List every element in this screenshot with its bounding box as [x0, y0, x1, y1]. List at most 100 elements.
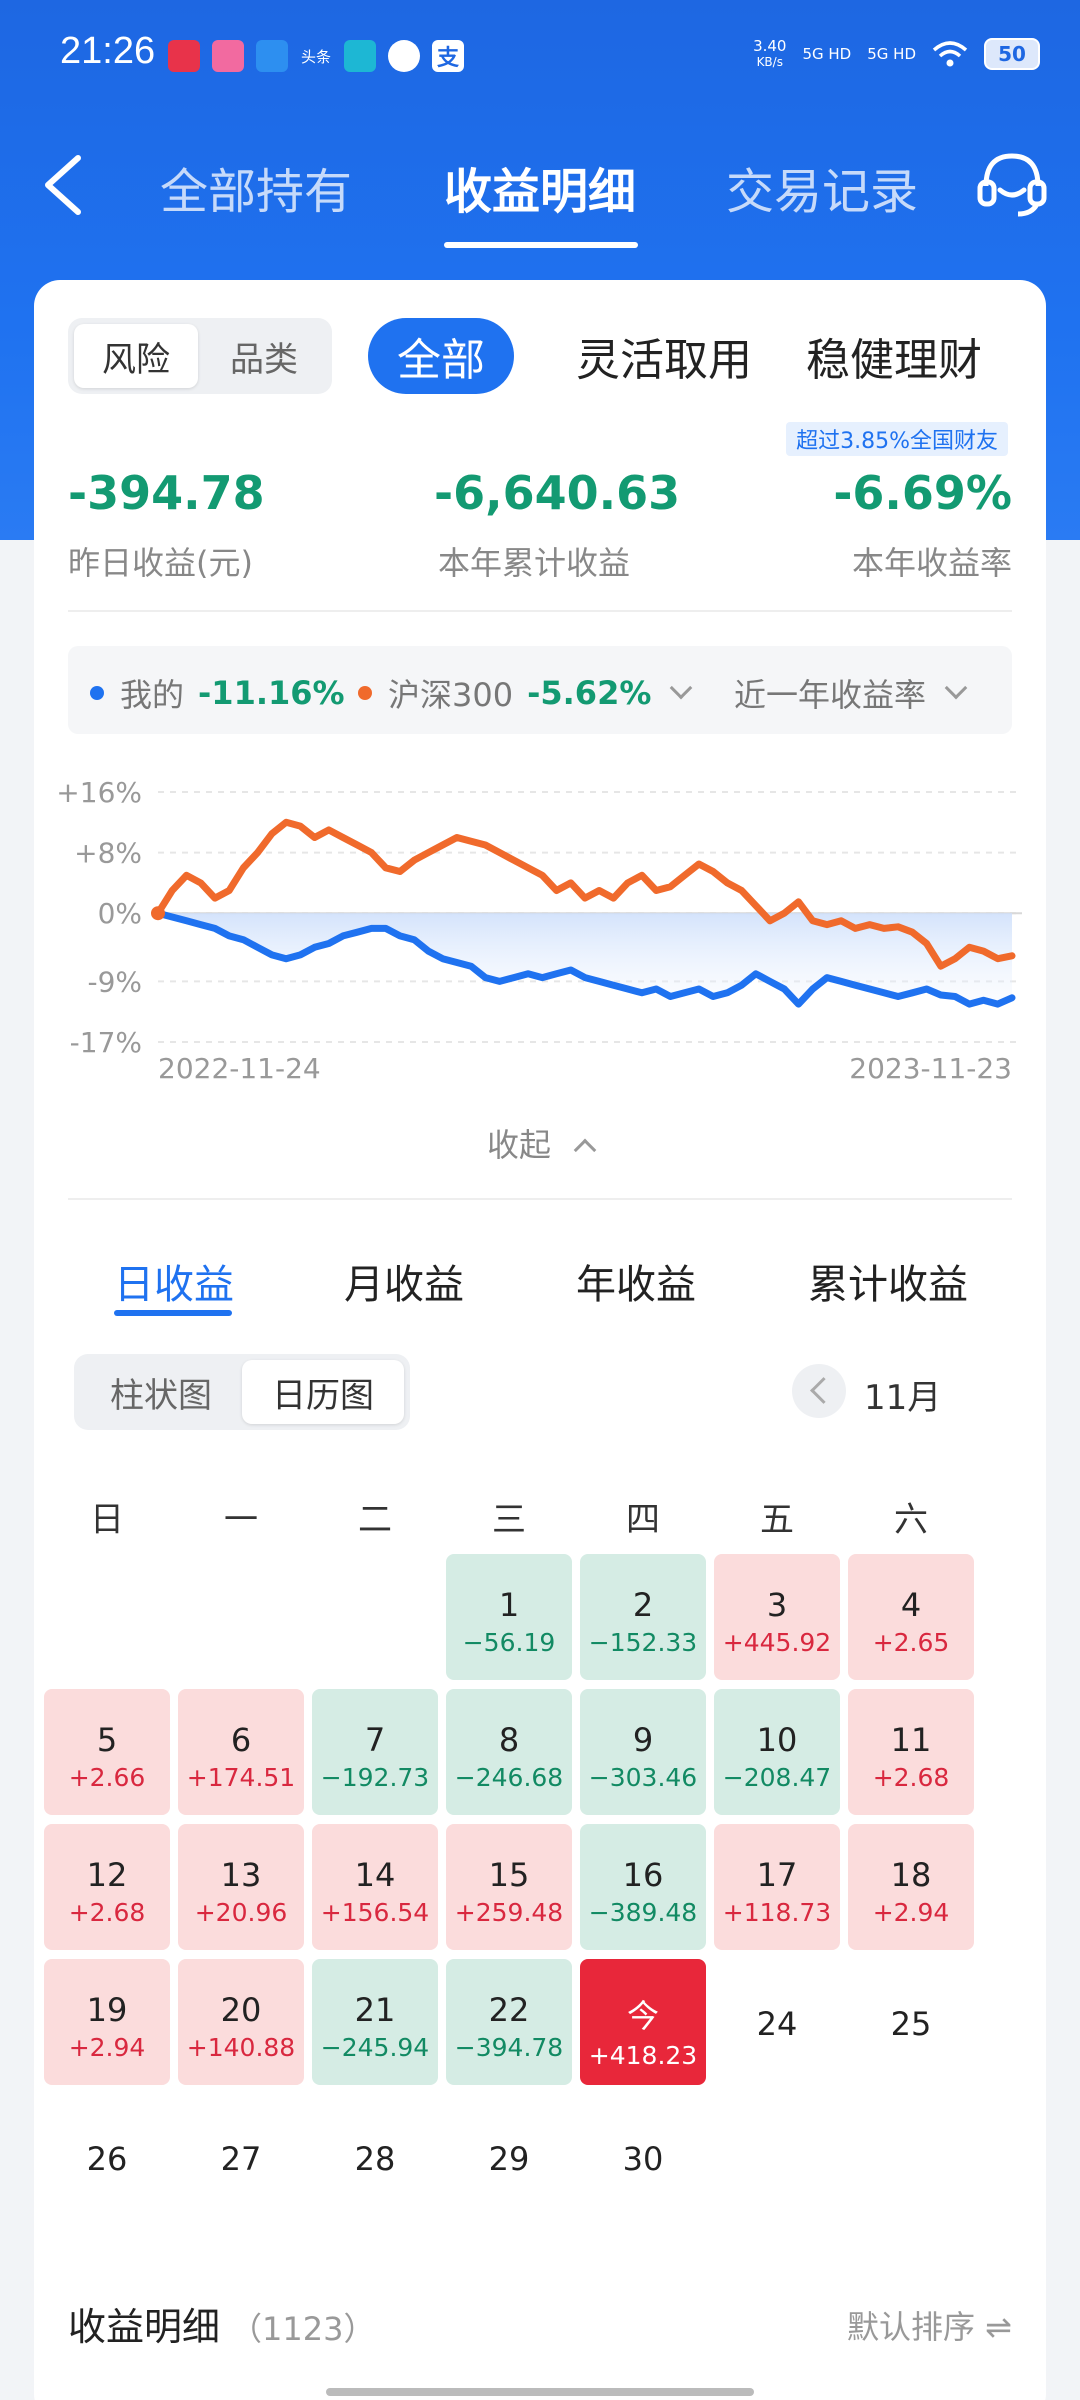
yesterday-earnings-value: -394.78	[68, 466, 265, 520]
calendar-day[interactable]: 12 +2.68	[44, 1824, 170, 1950]
prev-month-button[interactable]	[792, 1364, 846, 1418]
legend-index-selector[interactable]: 沪深300 -5.62%	[358, 670, 693, 716]
calendar-day[interactable]: 2 −152.33	[580, 1554, 706, 1680]
calendar-day[interactable]: 17 +118.73	[714, 1824, 840, 1950]
calendar-day[interactable]: 29	[446, 2094, 572, 2220]
seg-category[interactable]: 品类	[230, 339, 298, 380]
calendar-day-today[interactable]: 今 +418.23	[580, 1959, 706, 2085]
calendar-day[interactable]: 10 −208.47	[714, 1689, 840, 1815]
collapse-toggle[interactable]: 收起	[34, 1120, 1046, 1166]
calendar-day[interactable]: 19 +2.94	[44, 1959, 170, 2085]
filter-steady[interactable]: 稳健理财	[806, 335, 982, 386]
weekday-label: 二	[358, 1500, 392, 1540]
calendar-day[interactable]: 14 +156.54	[312, 1824, 438, 1950]
signal-1: 5G HD	[802, 45, 852, 63]
x-end-label: 2023-11-23	[849, 1052, 1012, 1085]
seg-risk[interactable]: 风险	[74, 324, 198, 388]
calendar-day-number: 11	[890, 1721, 932, 1759]
calendar-day[interactable]: 20 +140.88	[178, 1959, 304, 2085]
calendar-day[interactable]: 15 +259.48	[446, 1824, 572, 1950]
calendar-day[interactable]: 8 −246.68	[446, 1689, 572, 1815]
calendar-day-number: 25	[890, 2005, 932, 2043]
tab-earnings-detail[interactable]: 收益明细	[444, 164, 637, 220]
legend-dot-mine	[90, 686, 104, 700]
calendar-day[interactable]: 7 −192.73	[312, 1689, 438, 1815]
calendar-day[interactable]: 16 −389.48	[580, 1824, 706, 1950]
detail-count: （1123）	[230, 2310, 376, 2348]
calendar-day-number: 3	[766, 1586, 788, 1624]
chevron-down-icon	[944, 676, 968, 700]
calendar-day[interactable]: 25	[848, 1959, 974, 2085]
status-indicators: 3.40 KB/s 5G HD 5G HD 50	[753, 38, 1040, 70]
calendar-day[interactable]: 30	[580, 2094, 706, 2220]
calendar-day[interactable]: 21 −245.94	[312, 1959, 438, 2085]
calendar-day-number: 27	[220, 2140, 262, 2178]
calendar-day-number: 18	[890, 1856, 932, 1894]
calendar-day[interactable]: 4 +2.65	[848, 1554, 974, 1680]
calendar-day-number: 29	[488, 2140, 530, 2178]
y-tick-label: -9%	[87, 965, 142, 998]
top-nav: 全部持有 收益明细 交易记录	[0, 108, 1080, 258]
view-calendar[interactable]: 日历图	[242, 1360, 404, 1424]
calendar-day[interactable]: 27	[178, 2094, 304, 2220]
y-tick-label: 0%	[98, 897, 142, 930]
calendar-day[interactable]: 5 +2.66	[44, 1689, 170, 1815]
weekday-label: 五	[760, 1500, 794, 1540]
earnings-card: 风险 品类 全部 灵活取用 稳健理财 超过3.85%全国财友 -394.78 昨…	[34, 280, 1046, 2400]
calendar-day-earning: −389.48	[588, 1898, 698, 1927]
view-segment: 柱状图 日历图	[74, 1354, 410, 1430]
legend-dot-index	[358, 686, 372, 700]
tab-transactions[interactable]: 交易记录	[726, 164, 919, 220]
calendar-day-earning: −303.46	[588, 1763, 698, 1792]
customer-service-icon[interactable]	[974, 146, 1050, 222]
calendar-day-number: 12	[86, 1856, 128, 1894]
calendar-day-number: 2	[632, 1586, 654, 1624]
rank-badge: 超过3.85%全国财友	[786, 422, 1008, 456]
calendar-day-earning: +2.94	[68, 2033, 146, 2062]
calendar-day-number: 5	[96, 1721, 118, 1759]
calendar-day[interactable]: 18 +2.94	[848, 1824, 974, 1950]
tab-daily[interactable]: 日收益	[114, 1262, 234, 1308]
calendar-day-number: 4	[900, 1586, 922, 1624]
calendar-day[interactable]: 13 +20.96	[178, 1824, 304, 1950]
calendar-day-number: 21	[354, 1991, 396, 2029]
calendar-day-earning: +2.65	[872, 1628, 950, 1657]
calendar-day-number: 10	[756, 1721, 798, 1759]
series-line-mine	[154, 909, 1016, 1008]
calendar-day[interactable]: 26	[44, 2094, 170, 2220]
calendar-day[interactable]: 3 +445.92	[714, 1554, 840, 1680]
tab-all-holdings[interactable]: 全部持有	[160, 164, 353, 220]
legend-mine-value: -11.16%	[198, 674, 345, 712]
calendar-day-number: 15	[488, 1856, 530, 1894]
chevron-up-icon	[573, 1138, 597, 1162]
tab-yearly[interactable]: 年收益	[576, 1262, 696, 1308]
tab-monthly[interactable]: 月收益	[344, 1262, 464, 1308]
calendar-day-number: 今	[626, 1997, 659, 2035]
calendar-day[interactable]: 1 −56.19	[446, 1554, 572, 1680]
calendar-day[interactable]: 11 +2.68	[848, 1689, 974, 1815]
tab-cumulative[interactable]: 累计收益	[808, 1262, 968, 1308]
calendar-day-earning: +445.92	[722, 1628, 832, 1657]
calendar-day[interactable]: 9 −303.46	[580, 1689, 706, 1815]
app-icon	[168, 40, 200, 72]
group-segment: 风险 品类	[68, 318, 332, 394]
y-tick-label: +8%	[74, 837, 142, 870]
ytd-earnings-value: -6,640.63	[434, 466, 681, 520]
calendar-day[interactable]: 24	[714, 1959, 840, 2085]
period-selector[interactable]: 近一年收益率	[734, 670, 968, 716]
calendar-day-earning: +174.51	[186, 1763, 296, 1792]
filter-all[interactable]: 全部	[368, 318, 514, 394]
filter-flexible[interactable]: 灵活取用	[576, 335, 752, 386]
calendar-day[interactable]: 28	[312, 2094, 438, 2220]
calendar-day-number: 6	[230, 1721, 252, 1759]
sort-button[interactable]: 默认排序 ⇌	[847, 2308, 1012, 2346]
calendar-day[interactable]: 6 +174.51	[178, 1689, 304, 1815]
net-speed: 3.40 KB/s	[753, 37, 787, 69]
period-tab-indicator	[114, 1310, 232, 1316]
view-bar-chart[interactable]: 柱状图	[110, 1375, 212, 1416]
wifi-icon	[932, 41, 968, 67]
back-icon[interactable]	[34, 150, 94, 220]
calendar-day-number: 19	[86, 1991, 128, 2029]
calendar-day-earning: +20.96	[194, 1898, 288, 1927]
calendar-day[interactable]: 22 −394.78	[446, 1959, 572, 2085]
